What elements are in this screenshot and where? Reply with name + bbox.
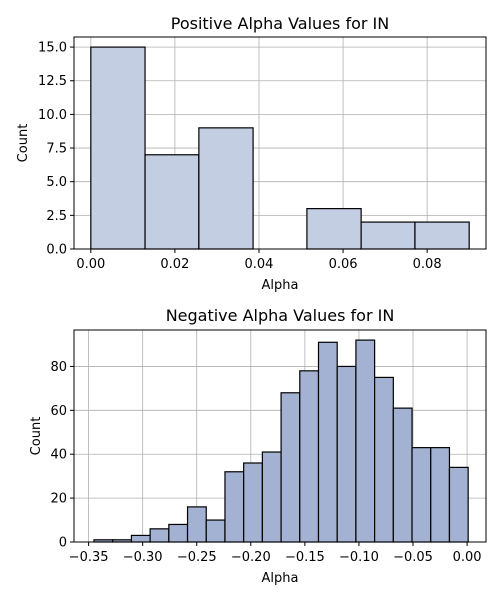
plot-frame [73, 329, 487, 543]
y-axis-ticks: 0.0 2.5 5.0 7.5 10.0 12.5 15.0 [38, 41, 74, 258]
histogram-bar [448, 466, 469, 543]
y-tick-label: 20 [50, 492, 67, 507]
bars [93, 339, 469, 543]
y-tick-label: 2.5 [46, 209, 67, 224]
histogram-bar [261, 451, 282, 543]
histogram-bar [280, 392, 301, 543]
histogram-bar [90, 46, 146, 250]
x-tick-label: 0.00 [453, 550, 482, 565]
x-tick-label: 0.00 [76, 257, 105, 272]
x-tick-label: −0.20 [231, 550, 271, 565]
histogram-bar [317, 341, 338, 543]
x-tick-label: 0.08 [413, 257, 442, 272]
bars [90, 46, 470, 250]
positive-alpha-histogram: Positive Alpha Values for IN 0.00 0.02 0.0… [16, 14, 487, 293]
plot-frame [73, 36, 487, 250]
histogram-bar [430, 447, 451, 543]
chart-title: Positive Alpha Values for IN [171, 14, 389, 33]
x-axis-ticks: 0.00 0.02 0.04 0.06 0.08 [76, 249, 442, 272]
histogram-bar [144, 154, 200, 250]
histogram-bar [168, 523, 189, 543]
histogram-bar [355, 339, 376, 543]
histogram-bar [336, 365, 357, 543]
y-tick-label: 12.5 [38, 74, 67, 89]
x-tick-label: 0.06 [329, 257, 358, 272]
histogram-bar [130, 534, 151, 543]
x-tick-label: −0.05 [393, 550, 433, 565]
x-tick-label: −0.30 [123, 550, 163, 565]
y-tick-label: 0 [59, 536, 67, 551]
y-axis-label: Count [16, 124, 31, 163]
x-axis-label: Alpha [262, 571, 299, 586]
x-tick-label: −0.10 [339, 550, 379, 565]
histogram-bar [186, 506, 207, 543]
histogram-bar [299, 370, 320, 543]
y-axis-label: Count [29, 417, 44, 456]
histogram-bar [360, 221, 416, 250]
histogram-bar [205, 519, 226, 543]
histogram-bar [414, 221, 470, 250]
x-axis-label: Alpha [262, 278, 299, 293]
histogram-bar [198, 127, 254, 250]
histogram-bar [149, 528, 170, 543]
x-axis-ticks: −0.35 −0.30 −0.25 −0.20 −0.15 −0.10 −0.05 0.00 [69, 542, 482, 565]
negative-alpha-histogram: Negative Alpha Values for IN −0.35 −0.30−… [29, 306, 487, 586]
y-tick-label: 40 [50, 448, 67, 463]
y-tick-label: 5.0 [46, 175, 67, 190]
histogram-bar [243, 462, 263, 543]
x-tick-label: −0.25 [177, 550, 217, 565]
y-tick-label: 15.0 [38, 41, 67, 56]
histogram-bar [306, 208, 362, 250]
x-tick-label: −0.35 [69, 550, 109, 565]
y-tick-label: 10.0 [38, 108, 67, 123]
y-tick-label: 0.0 [46, 243, 67, 258]
x-tick-label: 0.04 [245, 257, 274, 272]
y-tick-label: 60 [50, 404, 67, 419]
histogram-bar [374, 376, 394, 543]
histogram-bar [224, 471, 245, 543]
y-tick-label: 80 [50, 360, 67, 375]
y-tick-label: 7.5 [46, 142, 67, 157]
x-tick-label: 0.02 [160, 257, 189, 272]
x-tick-label: −0.15 [285, 550, 325, 565]
chart-title: Negative Alpha Values for IN [166, 306, 395, 325]
y-axis-ticks: 0 20 40 60 80 [50, 360, 74, 551]
histogram-bar [411, 447, 432, 543]
histogram-bar [392, 407, 413, 543]
